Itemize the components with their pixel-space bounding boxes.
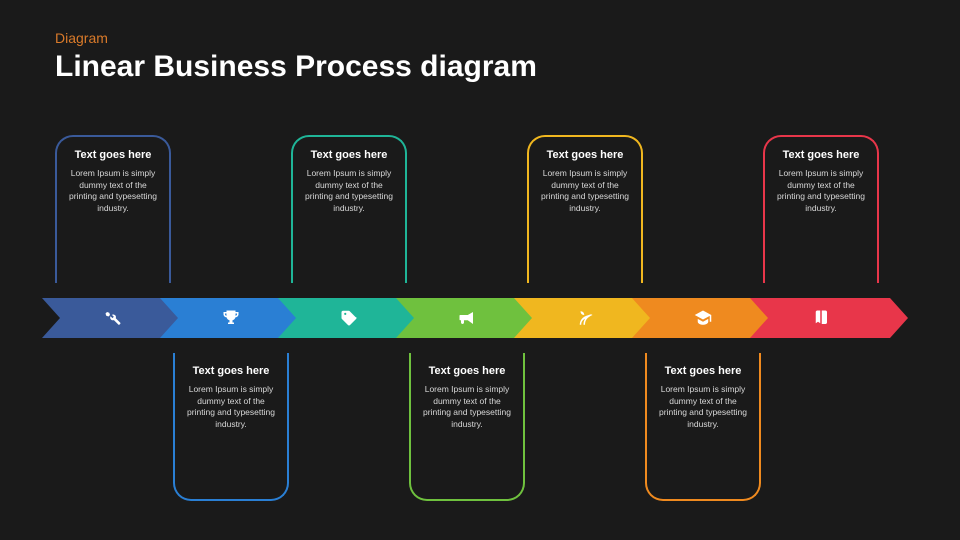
step-body: Lorem Ipsum is simply dummy text of the … <box>183 384 279 430</box>
step-body: Lorem Ipsum is simply dummy text of the … <box>301 168 397 214</box>
step-card-4: Text goes here Lorem Ipsum is simply dumm… <box>409 353 525 501</box>
step-title: Text goes here <box>183 365 279 378</box>
step-card-6: Text goes here Lorem Ipsum is simply dumm… <box>645 353 761 501</box>
step-title: Text goes here <box>655 365 751 378</box>
step-title: Text goes here <box>537 149 633 162</box>
step-card-1: Text goes here Lorem Ipsum is simply dumm… <box>55 135 171 283</box>
megaphone-icon <box>454 305 480 331</box>
page-title: Linear Business Process diagram <box>55 50 537 84</box>
step-title: Text goes here <box>65 149 161 162</box>
graduation-cap-icon <box>690 305 716 331</box>
book-icon <box>808 305 834 331</box>
trophy-icon <box>218 305 244 331</box>
slide-page: Diagram Linear Business Process diagram … <box>0 0 960 540</box>
tag-icon <box>336 305 362 331</box>
step-title: Text goes here <box>773 149 869 162</box>
step-body: Lorem Ipsum is simply dummy text of the … <box>655 384 751 430</box>
step-body: Lorem Ipsum is simply dummy text of the … <box>419 384 515 430</box>
leaf-icon <box>572 305 598 331</box>
step-card-7: Text goes here Lorem Ipsum is simply dumm… <box>763 135 879 283</box>
step-card-2: Text goes here Lorem Ipsum is simply dumm… <box>173 353 289 501</box>
process-diagram: Text goes here Lorem Ipsum is simply dumm… <box>0 135 960 495</box>
step-title: Text goes here <box>301 149 397 162</box>
step-card-5: Text goes here Lorem Ipsum is simply dumm… <box>527 135 643 283</box>
step-body: Lorem Ipsum is simply dummy text of the … <box>537 168 633 214</box>
step-title: Text goes here <box>419 365 515 378</box>
page-subtitle: Diagram <box>55 30 108 46</box>
tools-icon <box>100 305 126 331</box>
step-body: Lorem Ipsum is simply dummy text of the … <box>65 168 161 214</box>
step-card-3: Text goes here Lorem Ipsum is simply dumm… <box>291 135 407 283</box>
step-body: Lorem Ipsum is simply dummy text of the … <box>773 168 869 214</box>
